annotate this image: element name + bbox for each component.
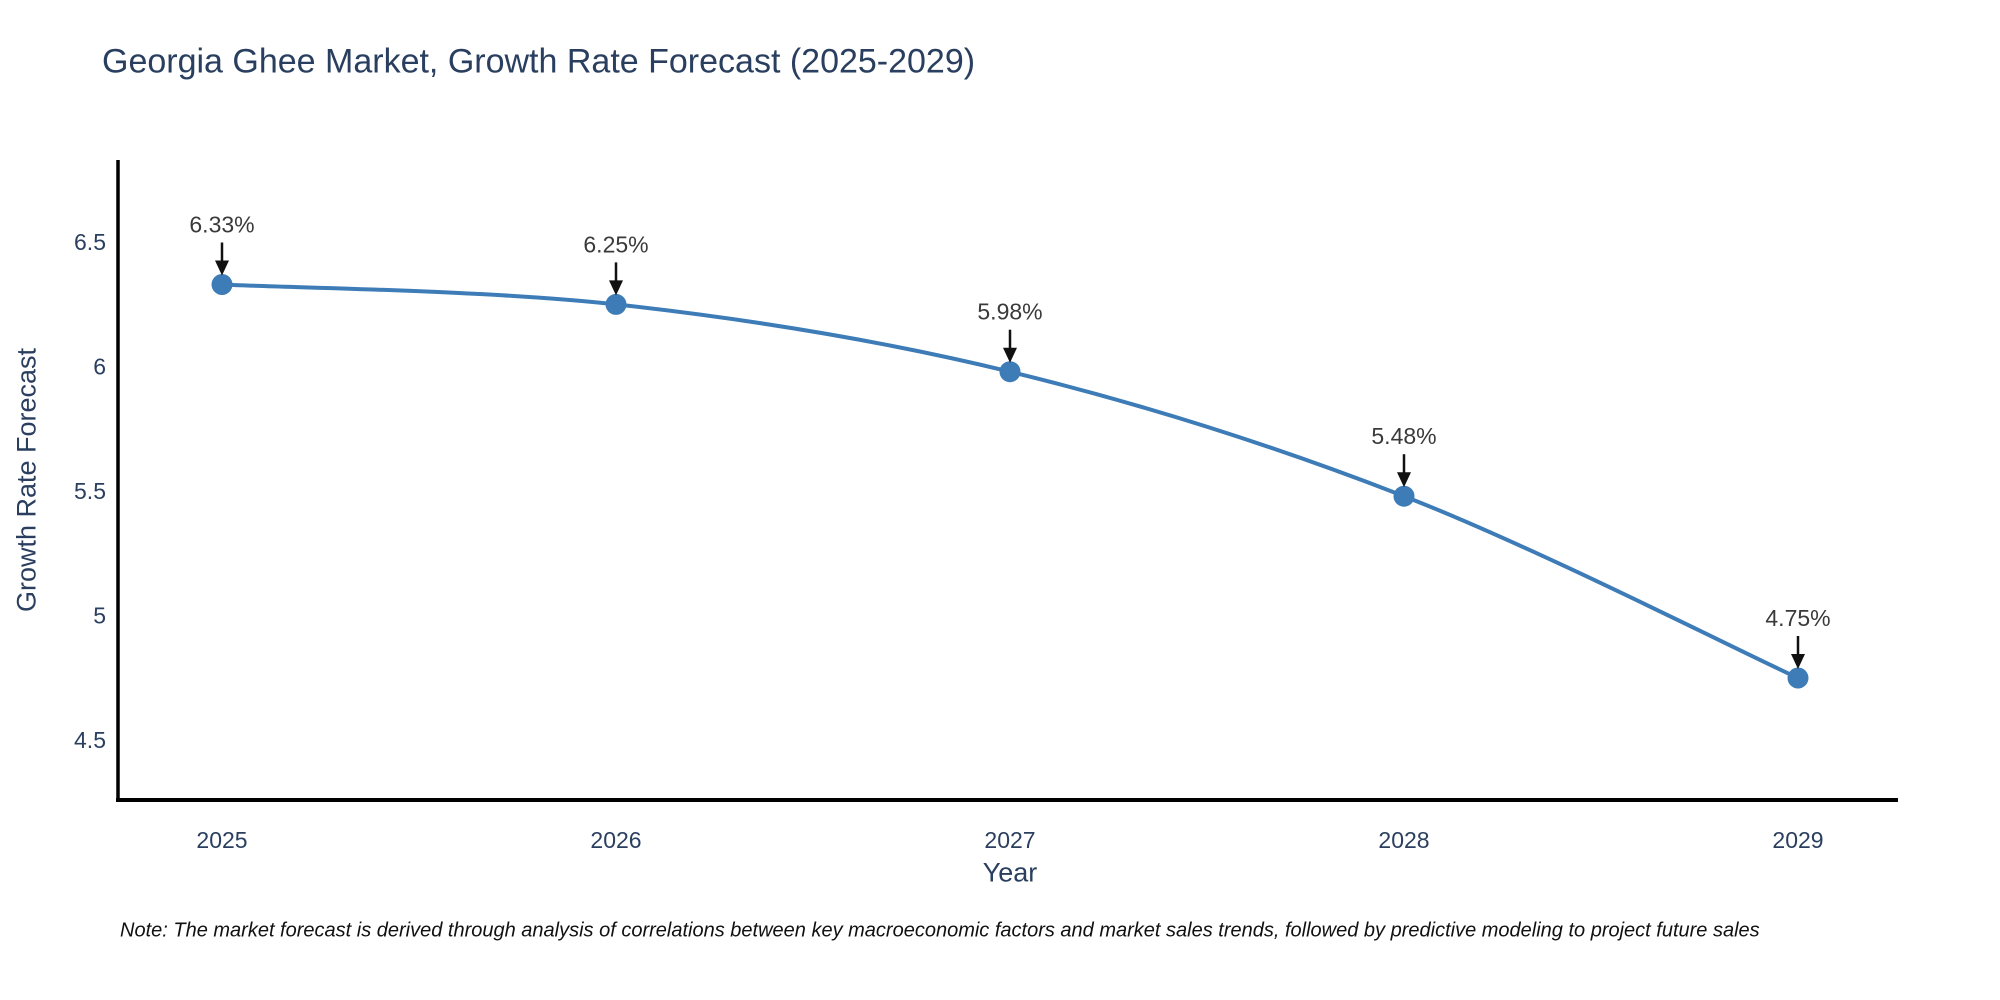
annotation-arrow-head [609,280,623,296]
y-tick-label: 4.5 [74,727,106,753]
data-point-marker-2027[interactable] [999,361,1021,383]
x-axis-title: Year [982,857,1038,888]
x-tick-label: 2028 [1378,827,1429,853]
point-value-label: 6.33% [189,212,254,238]
point-value-label: 5.98% [977,299,1042,325]
y-tick-label: 6 [93,354,106,380]
annotation-arrow-head [1397,472,1411,488]
data-point-marker-2025[interactable] [211,274,233,295]
annotation-arrow-head [215,260,229,276]
y-tick-label: 6.5 [74,229,106,255]
y-tick-label: 5 [93,603,106,629]
data-point-marker-2028[interactable] [1393,485,1415,507]
y-tick-label: 5.5 [74,478,106,504]
x-tick-label: 2029 [1772,827,1823,853]
point-value-label: 5.48% [1371,423,1436,449]
annotation-arrow-head [1791,654,1805,669]
x-tick-label: 2026 [590,827,641,853]
data-point-marker-2029[interactable] [1787,667,1809,689]
y-axis-title: Growth Rate Forecast [11,347,42,613]
footnote: Note: The market forecast is derived thr… [120,919,1760,942]
x-tick-label: 2027 [984,827,1035,853]
chart-title: Georgia Ghee Market, Growth Rate Forecas… [102,42,976,81]
x-tick-label: 2025 [196,827,247,853]
annotation-arrow-head [1003,347,1017,363]
point-value-label: 6.25% [583,231,648,257]
data-point-marker-2026[interactable] [605,293,627,315]
point-value-label: 4.75% [1765,605,1830,631]
